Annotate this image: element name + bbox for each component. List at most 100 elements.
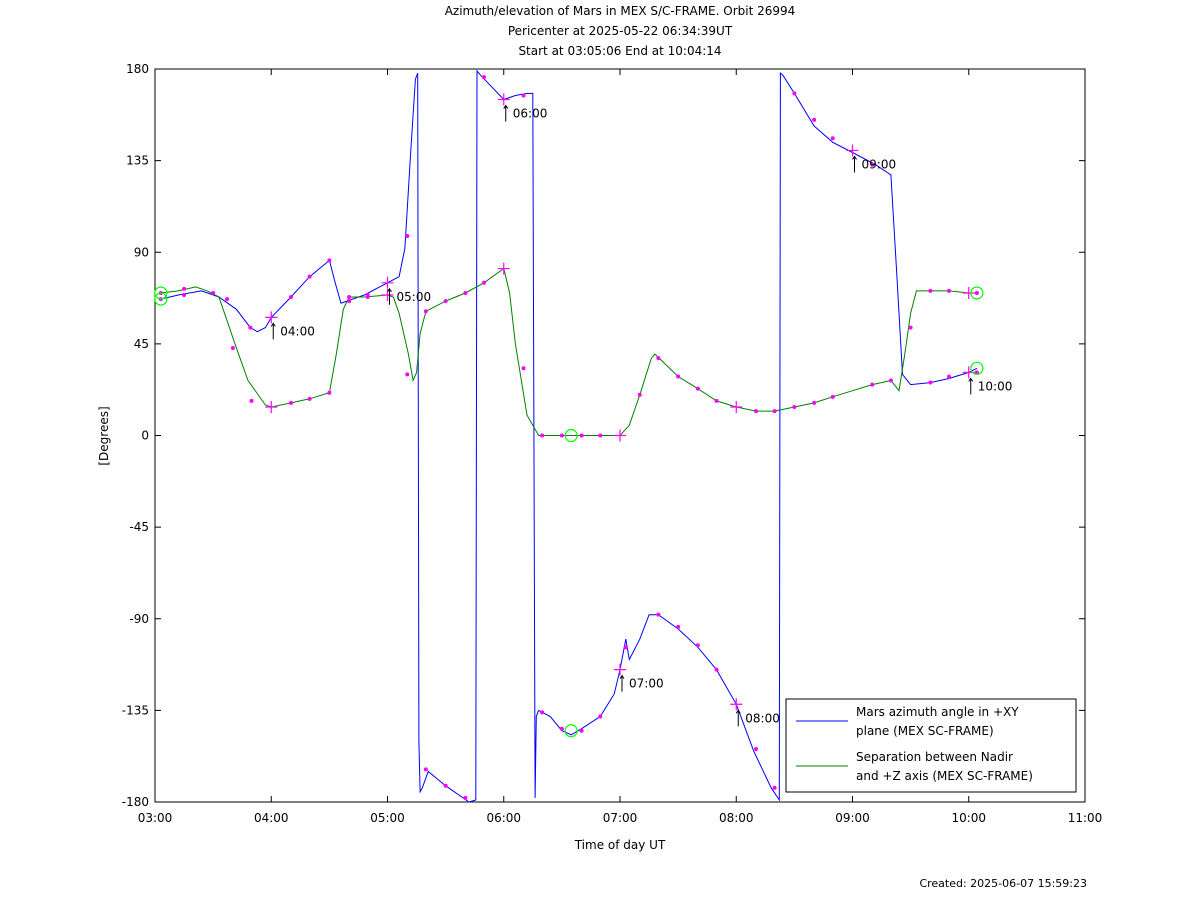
data-point-marker: [870, 162, 875, 167]
data-point-marker: [559, 433, 564, 438]
x-tick-label: 08:00: [719, 811, 754, 825]
data-point-marker: [327, 390, 332, 395]
data-point-marker: [974, 290, 979, 295]
legend-box: [785, 698, 1077, 793]
data-point-marker: [579, 728, 584, 733]
data-point-marker: [830, 136, 835, 141]
endpoint-circle: [970, 286, 984, 300]
data-point-marker: [656, 356, 661, 361]
data-point-marker: [754, 409, 759, 414]
hour-cross: [265, 311, 278, 324]
data-point-marker: [423, 309, 428, 314]
data-point-marker: [327, 258, 332, 263]
endpoint-circle: [970, 361, 984, 375]
data-point-marker: [676, 624, 681, 629]
data-point-marker: [211, 290, 216, 295]
data-point-marker: [888, 378, 893, 383]
data-point-marker: [307, 396, 312, 401]
data-point-marker: [714, 398, 719, 403]
hour-arrow: [503, 104, 509, 122]
series-group: [160, 69, 978, 803]
legend-label: Separation between Nadir: [856, 750, 1013, 764]
created-timestamp: Created: 2025-06-07 15:59:23: [919, 877, 1087, 890]
axes: 03:00 04:00 05:00 06:00 07:00 08:00 09:00 10:00…: [122, 62, 1103, 825]
data-point-marker: [423, 767, 428, 772]
x-tick-label: 07:00: [603, 811, 638, 825]
data-point-marker: [405, 372, 410, 377]
data-point-marker: [521, 93, 526, 98]
y-tick-label: 90: [134, 245, 149, 259]
data-point-marker: [182, 293, 187, 298]
data-point-marker: [598, 433, 603, 438]
y-tick-label: 180: [126, 62, 149, 76]
data-point-marker: [249, 398, 254, 403]
hour-arrow: [968, 377, 974, 395]
y-tick-label: 45: [134, 337, 149, 351]
data-point-marker: [676, 374, 681, 379]
hour-arrow: [619, 674, 625, 692]
data-point-marker: [463, 795, 468, 800]
x-tick-label: 11:00: [1068, 811, 1103, 825]
hour-arrow: [852, 155, 857, 173]
data-point-marker: [405, 233, 410, 238]
data-point-marker: [289, 295, 294, 300]
series-line-separation: [160, 267, 977, 436]
x-tick-label: 04:00: [254, 811, 289, 825]
legend: Mars azimuth angle in +XY plane (MEX SC-F…: [785, 698, 1077, 793]
data-point-marker: [928, 380, 933, 385]
hour-label: 06:00: [513, 107, 548, 121]
data-point-marker: [946, 374, 951, 379]
x-tick-label: 09:00: [835, 811, 870, 825]
x-tick-label: 06:00: [486, 811, 521, 825]
data-point-marker: [598, 714, 603, 719]
y-tick-label: 0: [141, 429, 149, 443]
data-point-marker: [637, 392, 642, 397]
data-point-marker: [540, 710, 545, 715]
y-tick-label: -180: [122, 795, 149, 809]
data-point-marker: [365, 295, 370, 300]
data-point-marker: [908, 325, 913, 330]
data-point-marker: [870, 382, 875, 387]
data-point-marker: [347, 299, 352, 304]
data-point-marker: [481, 75, 486, 80]
data-point-marker: [812, 117, 817, 122]
hour-label: 07:00: [629, 677, 664, 691]
hour-arrow: [735, 709, 741, 727]
endpoint-circle: [154, 292, 168, 306]
data-point-marker: [307, 274, 312, 279]
hour-cross: [265, 400, 278, 413]
hour-cross: [381, 289, 394, 302]
markers-group: 04:00 05:00 06:00 07:00 08:00 09:00 10:00: [154, 75, 1012, 800]
data-point-marker: [623, 645, 628, 650]
hour-cross: [730, 698, 743, 711]
y-tick-label: -90: [129, 612, 149, 626]
hour-cross: [497, 93, 510, 106]
chart-title-line-2: Pericenter at 2025-05-22 06:34:39UT: [507, 24, 733, 38]
data-point-marker: [695, 386, 700, 391]
data-point-marker: [559, 726, 564, 731]
series-line-azimuth: [160, 69, 978, 803]
x-axis-label: Time of day UT: [574, 838, 666, 852]
data-point-marker: [443, 783, 448, 788]
hour-label: 09:00: [862, 157, 897, 171]
y-tick-label: 135: [126, 154, 149, 168]
x-tick-label: 05:00: [370, 811, 405, 825]
hour-cross: [614, 429, 626, 442]
hour-label: 04:00: [280, 324, 315, 338]
endpoint-circle: [564, 724, 578, 738]
legend-label: Mars azimuth angle in +XY: [856, 705, 1019, 719]
hour-arrow: [387, 287, 392, 305]
y-tick-label: -135: [122, 703, 149, 717]
data-point-marker: [521, 366, 526, 371]
hour-cross: [497, 262, 510, 275]
data-point-marker: [579, 433, 584, 438]
hour-cross: [730, 400, 743, 413]
endpoint-circle: [564, 428, 578, 443]
y-tick-label: -45: [129, 520, 149, 534]
x-tick-label: 10:00: [951, 811, 986, 825]
data-point-marker: [225, 297, 230, 302]
data-point-marker: [754, 747, 759, 752]
chart-title-line-1: Azimuth/elevation of Mars in MEX S/C-FRA…: [444, 4, 796, 18]
data-point-marker: [656, 612, 661, 617]
